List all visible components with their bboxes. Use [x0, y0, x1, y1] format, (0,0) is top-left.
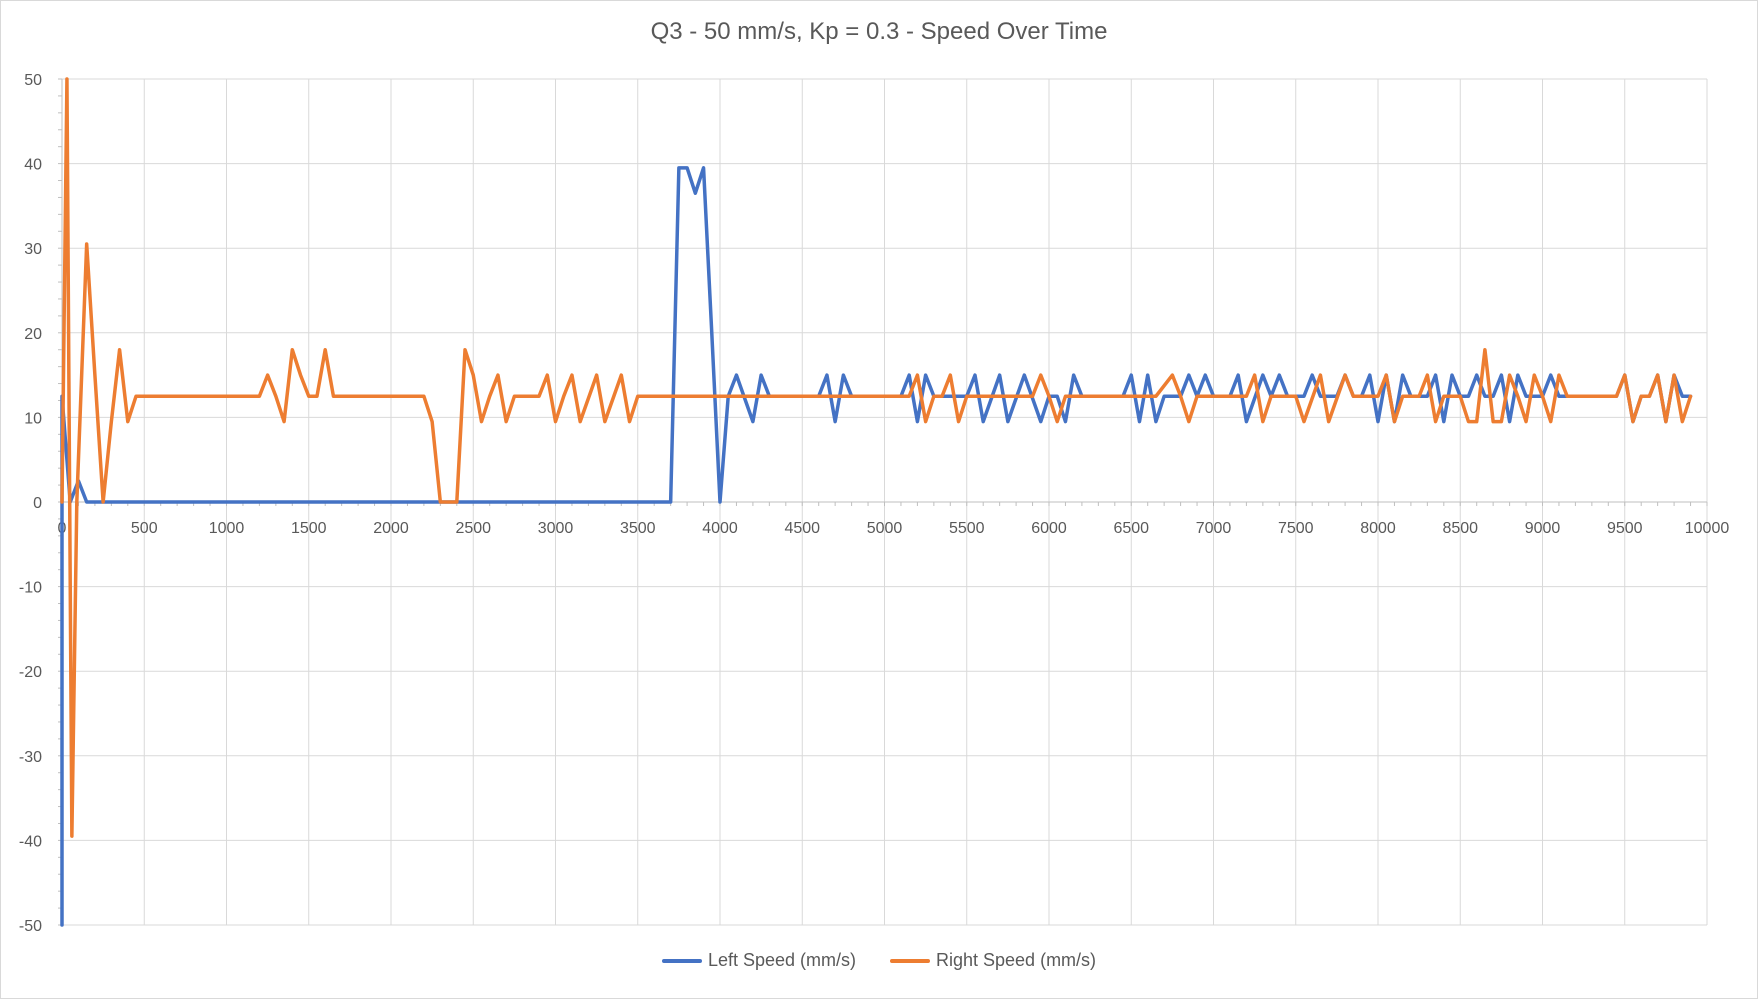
x-tick-label: 1000	[209, 520, 245, 537]
legend-label-left: Left Speed (mm/s)	[707, 950, 856, 970]
x-tick-label: 10000	[1685, 520, 1730, 537]
legend-entry-right: Right Speed (mm/s)	[890, 950, 1096, 971]
y-tick-label: -20	[19, 664, 42, 681]
x-tick-label: 2000	[373, 520, 409, 537]
legend: Left Speed (mm/s) Right Speed (mm/s)	[0, 950, 1758, 971]
x-tick-label: 2500	[455, 520, 491, 537]
legend-swatch-right	[890, 958, 930, 963]
legend-label-right: Right Speed (mm/s)	[936, 950, 1097, 970]
y-tick-label: 20	[24, 326, 42, 343]
x-tick-label: 6000	[1031, 520, 1067, 537]
x-tick-label: 3500	[620, 520, 656, 537]
y-tick-label: 10	[24, 410, 42, 427]
x-tick-label: 7000	[1196, 520, 1232, 537]
series-line-right-speed	[60, 77, 1693, 838]
y-tick-label: 40	[24, 157, 42, 174]
y-tick-label: -40	[19, 833, 42, 850]
chart-title: Q3 - 50 mm/s, Kp = 0.3 - Speed Over Time	[650, 18, 1108, 45]
x-tick-label: 9500	[1607, 520, 1643, 537]
legend-entry-left: Left Speed (mm/s)	[661, 950, 856, 971]
y-tick-label: -30	[19, 749, 42, 766]
y-tick-label: 30	[24, 241, 42, 258]
x-tick-label: 1500	[291, 520, 327, 537]
x-tick-label: 7500	[1278, 520, 1314, 537]
x-tick-label: 500	[131, 520, 158, 537]
x-tick-label: 8500	[1442, 520, 1478, 537]
y-tick-label: 0	[33, 495, 42, 512]
legend-swatch-left	[661, 958, 702, 963]
x-tick-label: 3000	[538, 520, 574, 537]
x-tick-label: 5500	[949, 520, 985, 537]
y-tick-label: -50	[19, 918, 42, 935]
y-tick-label: 50	[24, 72, 42, 89]
x-tick-label: 5000	[867, 520, 903, 537]
x-tick-label: 4500	[784, 520, 820, 537]
x-tick-label: 9000	[1525, 520, 1561, 537]
series-line-left-speed	[60, 166, 1693, 927]
y-tick-label: -10	[19, 580, 42, 597]
x-tick-label: 4000	[702, 520, 738, 537]
x-tick-label: 8000	[1360, 520, 1396, 537]
x-tick-label: 6500	[1113, 520, 1149, 537]
